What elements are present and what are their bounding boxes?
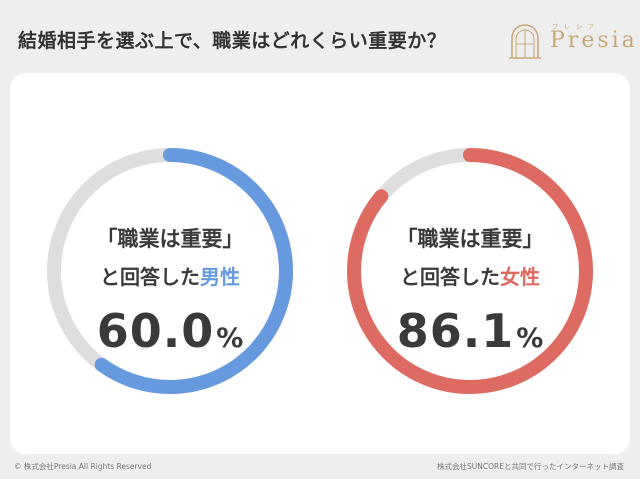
donut-arc-female bbox=[347, 148, 593, 394]
presia-logo: プレシア Presia bbox=[506, 22, 635, 62]
logo-wordmark: Presia bbox=[550, 28, 638, 53]
donut-arc-male bbox=[47, 148, 293, 394]
male-label-line1: 「職業は重要」 bbox=[96, 227, 244, 251]
male-label-line2: と回答した男性 bbox=[60, 261, 280, 290]
female-label-line2: と回答した女性 bbox=[360, 261, 580, 290]
male-label-block: 「職業は重要」 と回答した男性 60.0% bbox=[60, 223, 280, 358]
female-label-prefix: と回答した bbox=[400, 265, 500, 289]
male-label-prefix: と回答した bbox=[100, 265, 200, 289]
female-percent-unit: % bbox=[516, 323, 544, 354]
female-label-block: 「職業は重要」 と回答した女性 86.1% bbox=[360, 223, 580, 358]
donut-charts bbox=[47, 148, 593, 394]
female-percent: 86.1% bbox=[360, 304, 580, 358]
copyright-text: © 株式会社Presia All Rights Reserved bbox=[14, 462, 152, 471]
logo-ruby: プレシア bbox=[552, 24, 601, 31]
male-percent-value: 60.0 bbox=[96, 304, 215, 358]
page-title: 結婚相手を選ぶ上で、職業はどれくらい重要か？ bbox=[18, 30, 447, 52]
male-percent: 60.0% bbox=[60, 304, 280, 358]
female-label-line1: 「職業は重要」 bbox=[396, 227, 544, 251]
arch-window-icon bbox=[509, 24, 541, 59]
male-group-label: 男性 bbox=[200, 265, 240, 289]
chart-card: 「職業は重要」 と回答した男性 60.0% 「職業は重要」 と回答した女性 86… bbox=[10, 73, 630, 454]
male-percent-unit: % bbox=[216, 323, 244, 354]
female-group-label: 女性 bbox=[500, 265, 540, 289]
female-percent-value: 86.1 bbox=[396, 304, 515, 358]
source-note: 株式会社SUNCOREと共同で行ったインターネット調査 bbox=[437, 462, 624, 471]
